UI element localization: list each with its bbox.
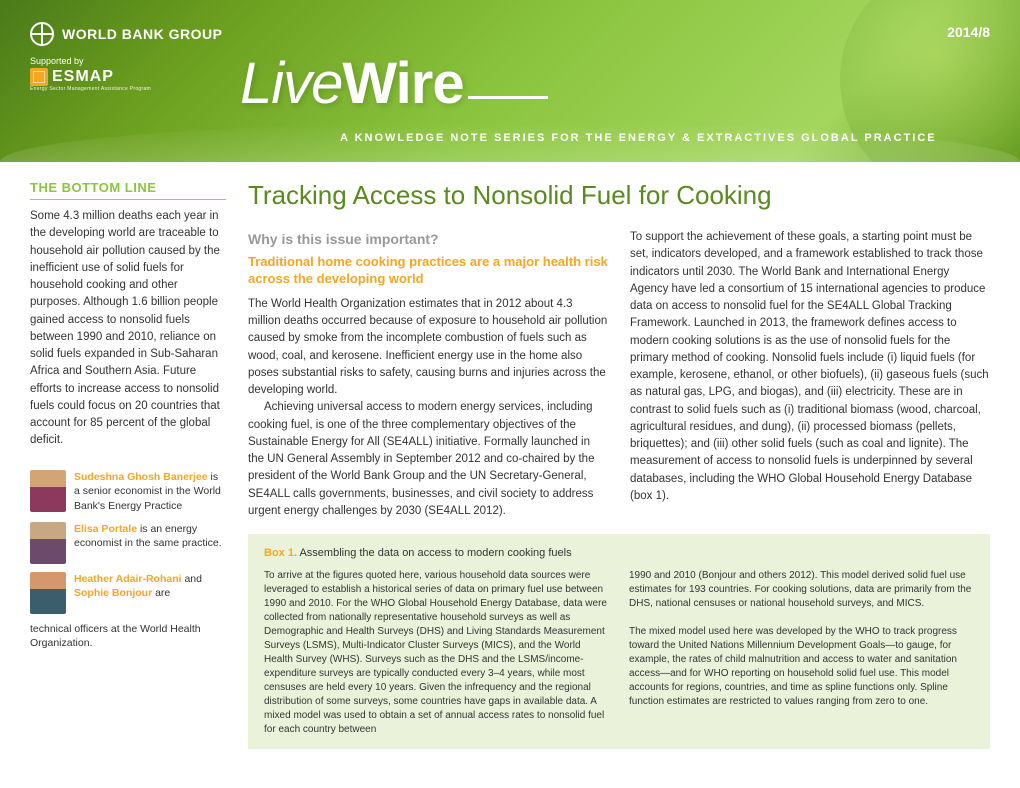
article-title: Tracking Access to Nonsolid Fuel for Coo… bbox=[248, 180, 990, 211]
supported-by-label: Supported by bbox=[30, 56, 222, 66]
esmap-subtitle: Energy Sector Management Assistance Prog… bbox=[30, 86, 222, 92]
bottom-line-heading: THE BOTTOM LINE bbox=[30, 180, 226, 200]
author-portrait bbox=[30, 470, 66, 512]
tagline: A KNOWLEDGE NOTE SERIES FOR THE ENERGY &… bbox=[340, 132, 937, 144]
author-row: Sudeshna Ghosh Banerjee is a senior econ… bbox=[30, 470, 226, 514]
paragraph: Achieving universal access to modern ene… bbox=[248, 399, 608, 520]
livewire-logo: LiveWire bbox=[240, 50, 548, 117]
box-1: Box 1. Assembling the data on access to … bbox=[248, 534, 990, 749]
column-1: Why is this issue important? Traditional… bbox=[248, 229, 608, 520]
author-portrait bbox=[30, 522, 66, 564]
author-bio: Sudeshna Ghosh Banerjee is a senior econ… bbox=[74, 470, 226, 514]
body: THE BOTTOM LINE Some 4.3 million deaths … bbox=[0, 162, 1020, 749]
author-bio: Heather Adair-Rohani and Sophie Bonjour … bbox=[74, 572, 226, 614]
author-name: Sophie Bonjour bbox=[74, 587, 152, 599]
box-col-1: To arrive at the figures quoted here, va… bbox=[264, 569, 609, 737]
org-name: WORLD BANK GROUP bbox=[62, 26, 222, 42]
issue-number: 2014/8 bbox=[947, 24, 990, 40]
esmap-logo: ESMAP bbox=[30, 68, 222, 86]
box-title: Box 1. Assembling the data on access to … bbox=[264, 546, 974, 561]
box-columns: To arrive at the figures quoted here, va… bbox=[264, 569, 974, 737]
esmap-square-icon bbox=[30, 68, 48, 86]
paragraph: To support the achievement of these goal… bbox=[630, 229, 990, 505]
author-row: Heather Adair-Rohani and Sophie Bonjour … bbox=[30, 572, 226, 614]
author-name: Sudeshna Ghosh Banerjee bbox=[74, 471, 208, 483]
author-row: Elisa Portale is an energy economist in … bbox=[30, 522, 226, 564]
esmap-text: ESMAP bbox=[52, 68, 114, 86]
column-2: To support the achievement of these goal… bbox=[630, 229, 990, 520]
author-name: Heather Adair-Rohani bbox=[74, 573, 182, 585]
box-label: Box 1. bbox=[264, 547, 297, 559]
org-block: WORLD BANK GROUP Supported by ESMAP Ener… bbox=[30, 22, 222, 92]
question-heading: Why is this issue important? bbox=[248, 229, 608, 250]
article-columns: Why is this issue important? Traditional… bbox=[248, 229, 990, 520]
authors-continuation: technical officers at the World Health O… bbox=[30, 622, 226, 651]
bottom-line-body: Some 4.3 million deaths each year in the… bbox=[30, 208, 226, 450]
logo-underline bbox=[468, 96, 548, 99]
paragraph: The World Health Organization estimates … bbox=[248, 296, 608, 400]
subheading: Traditional home cooking practices are a… bbox=[248, 254, 608, 288]
sidebar: THE BOTTOM LINE Some 4.3 million deaths … bbox=[30, 180, 226, 749]
author-name: Elisa Portale bbox=[74, 523, 137, 535]
globe-icon bbox=[30, 22, 54, 46]
author-portrait bbox=[30, 572, 66, 614]
main-content: Tracking Access to Nonsolid Fuel for Coo… bbox=[248, 180, 990, 749]
authors-block: Sudeshna Ghosh Banerjee is a senior econ… bbox=[30, 470, 226, 651]
author-bio: Elisa Portale is an energy economist in … bbox=[74, 522, 226, 564]
box-col-2: 1990 and 2010 (Bonjour and others 2012).… bbox=[629, 569, 974, 737]
header-banner: 2014/8 WORLD BANK GROUP Supported by ESM… bbox=[0, 0, 1020, 162]
